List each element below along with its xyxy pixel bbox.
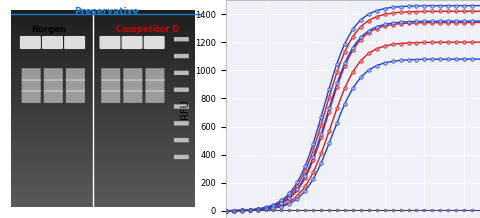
FancyBboxPatch shape — [123, 68, 143, 81]
Text: Competitor D: Competitor D — [117, 25, 180, 34]
FancyBboxPatch shape — [101, 79, 120, 92]
FancyBboxPatch shape — [174, 37, 189, 41]
FancyBboxPatch shape — [66, 79, 85, 92]
FancyBboxPatch shape — [174, 54, 189, 58]
FancyBboxPatch shape — [174, 155, 189, 159]
FancyBboxPatch shape — [101, 90, 120, 103]
FancyBboxPatch shape — [99, 36, 120, 49]
FancyBboxPatch shape — [20, 36, 41, 49]
FancyBboxPatch shape — [101, 68, 120, 81]
FancyBboxPatch shape — [121, 36, 143, 49]
FancyBboxPatch shape — [174, 87, 189, 92]
FancyBboxPatch shape — [22, 79, 41, 92]
FancyBboxPatch shape — [22, 68, 41, 81]
FancyBboxPatch shape — [66, 68, 85, 81]
FancyBboxPatch shape — [174, 121, 189, 126]
Text: Norgen: Norgen — [31, 25, 66, 34]
FancyBboxPatch shape — [145, 90, 165, 103]
FancyBboxPatch shape — [174, 71, 189, 75]
FancyBboxPatch shape — [44, 90, 63, 103]
FancyBboxPatch shape — [42, 36, 63, 49]
FancyBboxPatch shape — [123, 79, 143, 92]
FancyBboxPatch shape — [174, 104, 189, 109]
FancyBboxPatch shape — [64, 36, 85, 49]
FancyBboxPatch shape — [66, 90, 85, 103]
FancyBboxPatch shape — [44, 79, 63, 92]
FancyBboxPatch shape — [145, 68, 165, 81]
FancyBboxPatch shape — [123, 90, 143, 103]
FancyBboxPatch shape — [174, 138, 189, 142]
FancyBboxPatch shape — [44, 68, 63, 81]
FancyBboxPatch shape — [144, 36, 165, 49]
FancyBboxPatch shape — [145, 79, 165, 92]
Text: Preservative: Preservative — [74, 7, 138, 15]
Y-axis label: RFU: RFU — [180, 99, 190, 119]
FancyBboxPatch shape — [22, 90, 41, 103]
